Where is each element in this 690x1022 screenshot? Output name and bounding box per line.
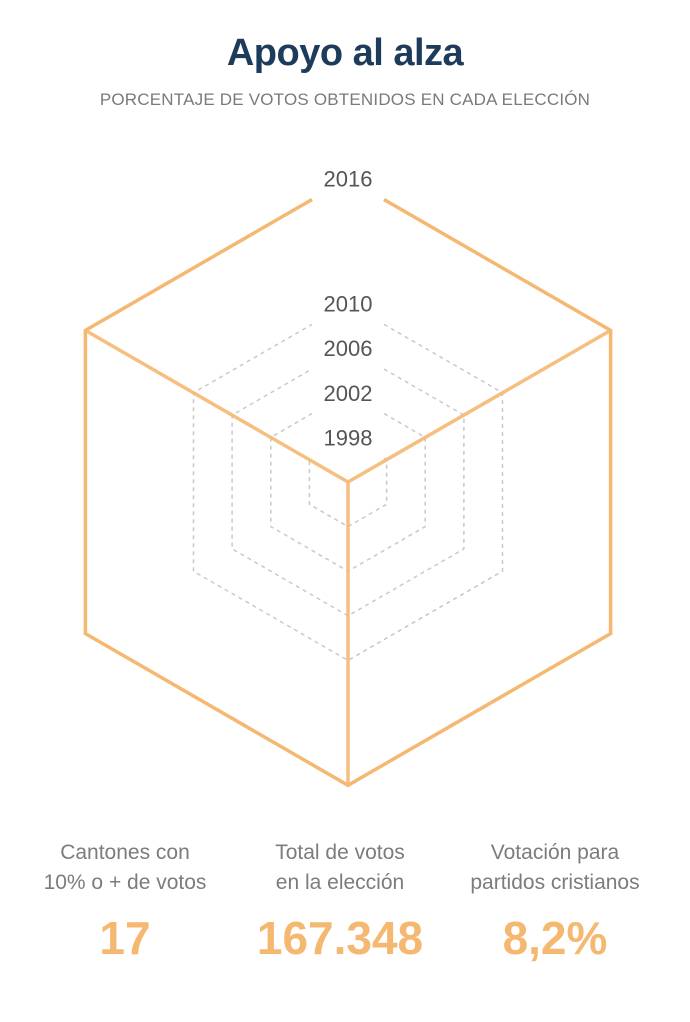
stat-cantones-value: 17 [99, 912, 151, 964]
spoke-0 [84, 328, 349, 484]
stat-total-votos-label: Total de votos en la elección [275, 841, 405, 894]
stat-partidos-cristianos-value: 8,2% [502, 912, 608, 964]
ring-label-1998: 1998 [324, 425, 373, 450]
stat-cantones: Cantones con 10% o + de votos 17 [10, 838, 240, 966]
stat-total-votos: Total de votos en la elección 167.348 [225, 838, 455, 966]
stats-row: Cantones con 10% o + de votos 17 Total d… [0, 838, 690, 988]
stat-total-votos-value: 167.348 [256, 912, 424, 964]
chart-spokes [84, 328, 612, 786]
chart-labels: 1998 2002 2006 2010 2016 [324, 167, 373, 451]
stat-partidos-cristianos-label: Votación para partidos cristianos [470, 841, 640, 894]
spoke-1 [347, 328, 612, 484]
stat-cantones-label: Cantones con 10% o + de votos [43, 841, 207, 894]
chart-title: Apoyo al alza [226, 32, 464, 74]
ring-label-2006: 2006 [324, 336, 373, 361]
ring-label-2016: 2016 [324, 167, 373, 192]
stat-partidos-cristianos: Votación para partidos cristianos 8,2% [440, 838, 670, 966]
chart-subtitle: PORCENTAJE DE VOTOS OBTENIDOS EN CADA EL… [99, 90, 591, 109]
ring-label-2010: 2010 [324, 292, 373, 317]
ring-label-2002: 2002 [324, 381, 373, 406]
